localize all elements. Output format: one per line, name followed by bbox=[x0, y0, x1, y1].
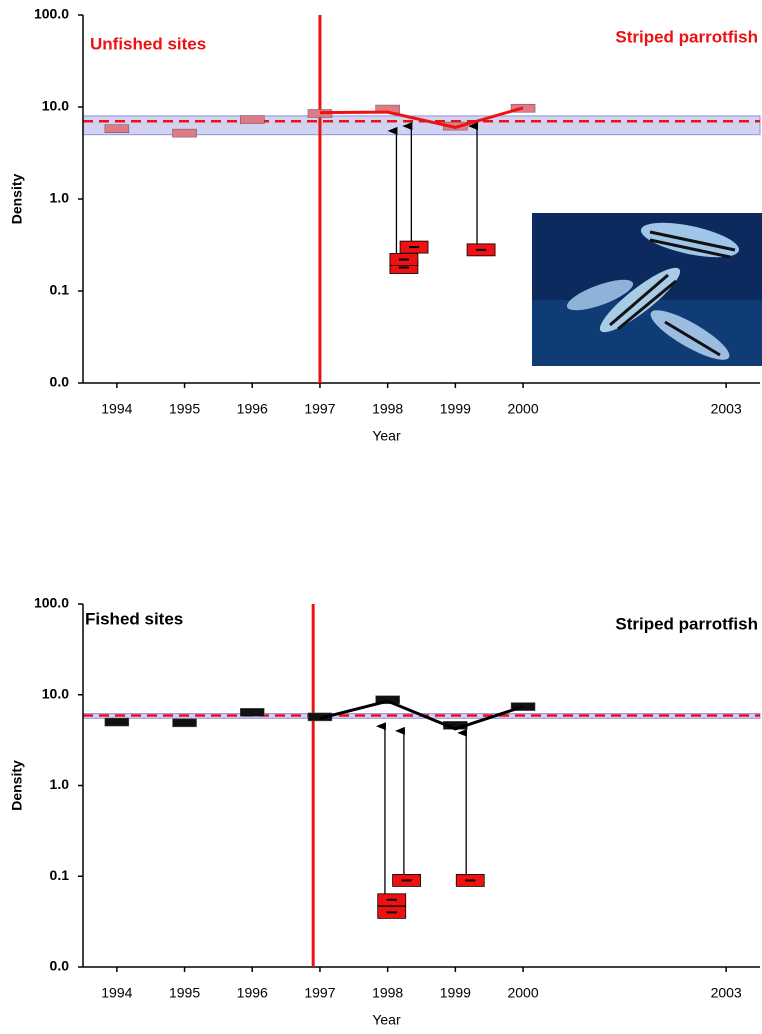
x-tick-label: 1997 bbox=[304, 401, 335, 417]
plot: 0.0 0.1 1.0 10.0 100.0 1994 1995 1996 1997 1998 19… bbox=[9, 595, 761, 1028]
trend-line bbox=[319, 699, 524, 731]
x-tick-label: 1994 bbox=[101, 401, 132, 417]
y-tick-label: 1.0 bbox=[50, 776, 70, 792]
annual-mean bbox=[240, 708, 265, 717]
y-axis-label: Density bbox=[9, 760, 25, 811]
x-tick-label: 2003 bbox=[711, 985, 742, 1001]
plot: 0.0 0.1 1.0 10.0 100.0 1994 1995 1996 1997 1998 19… bbox=[9, 6, 761, 444]
y-tick-label: 100.0 bbox=[34, 6, 69, 22]
x-tick-label: 1996 bbox=[237, 985, 268, 1001]
x-tick-label: 1998 bbox=[372, 401, 403, 417]
annual-mean bbox=[104, 717, 130, 727]
annual-mean bbox=[240, 115, 265, 124]
y-tick-label: 0.1 bbox=[50, 282, 70, 298]
x-tick-label: 2000 bbox=[507, 985, 538, 1001]
x-tick-label: 1999 bbox=[440, 401, 471, 417]
y-tick-label: 10.0 bbox=[42, 685, 69, 701]
y-tick-label: 100.0 bbox=[34, 595, 69, 611]
x-tick-label: 1997 bbox=[304, 985, 335, 1001]
x-tick-label: 1994 bbox=[101, 985, 132, 1001]
x-axis-label: Year bbox=[372, 428, 401, 444]
y-tick-label: 1.0 bbox=[50, 190, 70, 206]
x-axis-label: Year bbox=[372, 1012, 401, 1028]
x-tick-label: 1998 bbox=[372, 985, 403, 1001]
x-tick-label: 2003 bbox=[711, 401, 742, 417]
x-tick-label: 1996 bbox=[237, 401, 268, 417]
chart-title: Striped parrotfish bbox=[615, 614, 758, 633]
y-tick-label: 0.0 bbox=[50, 958, 70, 974]
chart-subtitle: Unfished sites bbox=[90, 34, 206, 53]
chart-title: Striped parrotfish bbox=[615, 27, 758, 46]
y-axis-label: Density bbox=[9, 174, 25, 225]
trend-line bbox=[319, 106, 524, 129]
chart-subtitle: Fished sites bbox=[85, 609, 183, 628]
annual-mean bbox=[172, 128, 197, 138]
y-tick-label: 0.1 bbox=[50, 867, 70, 883]
annual-mean bbox=[172, 718, 197, 728]
annual-mean bbox=[104, 124, 130, 134]
x-tick-label: 1995 bbox=[169, 985, 200, 1001]
y-tick-label: 0.0 bbox=[50, 374, 70, 390]
x-tick-label: 1999 bbox=[440, 985, 471, 1001]
y-tick-label: 10.0 bbox=[42, 98, 69, 114]
x-tick-label: 1995 bbox=[169, 401, 200, 417]
x-tick-label: 2000 bbox=[507, 401, 538, 417]
fish-photo bbox=[532, 213, 762, 366]
